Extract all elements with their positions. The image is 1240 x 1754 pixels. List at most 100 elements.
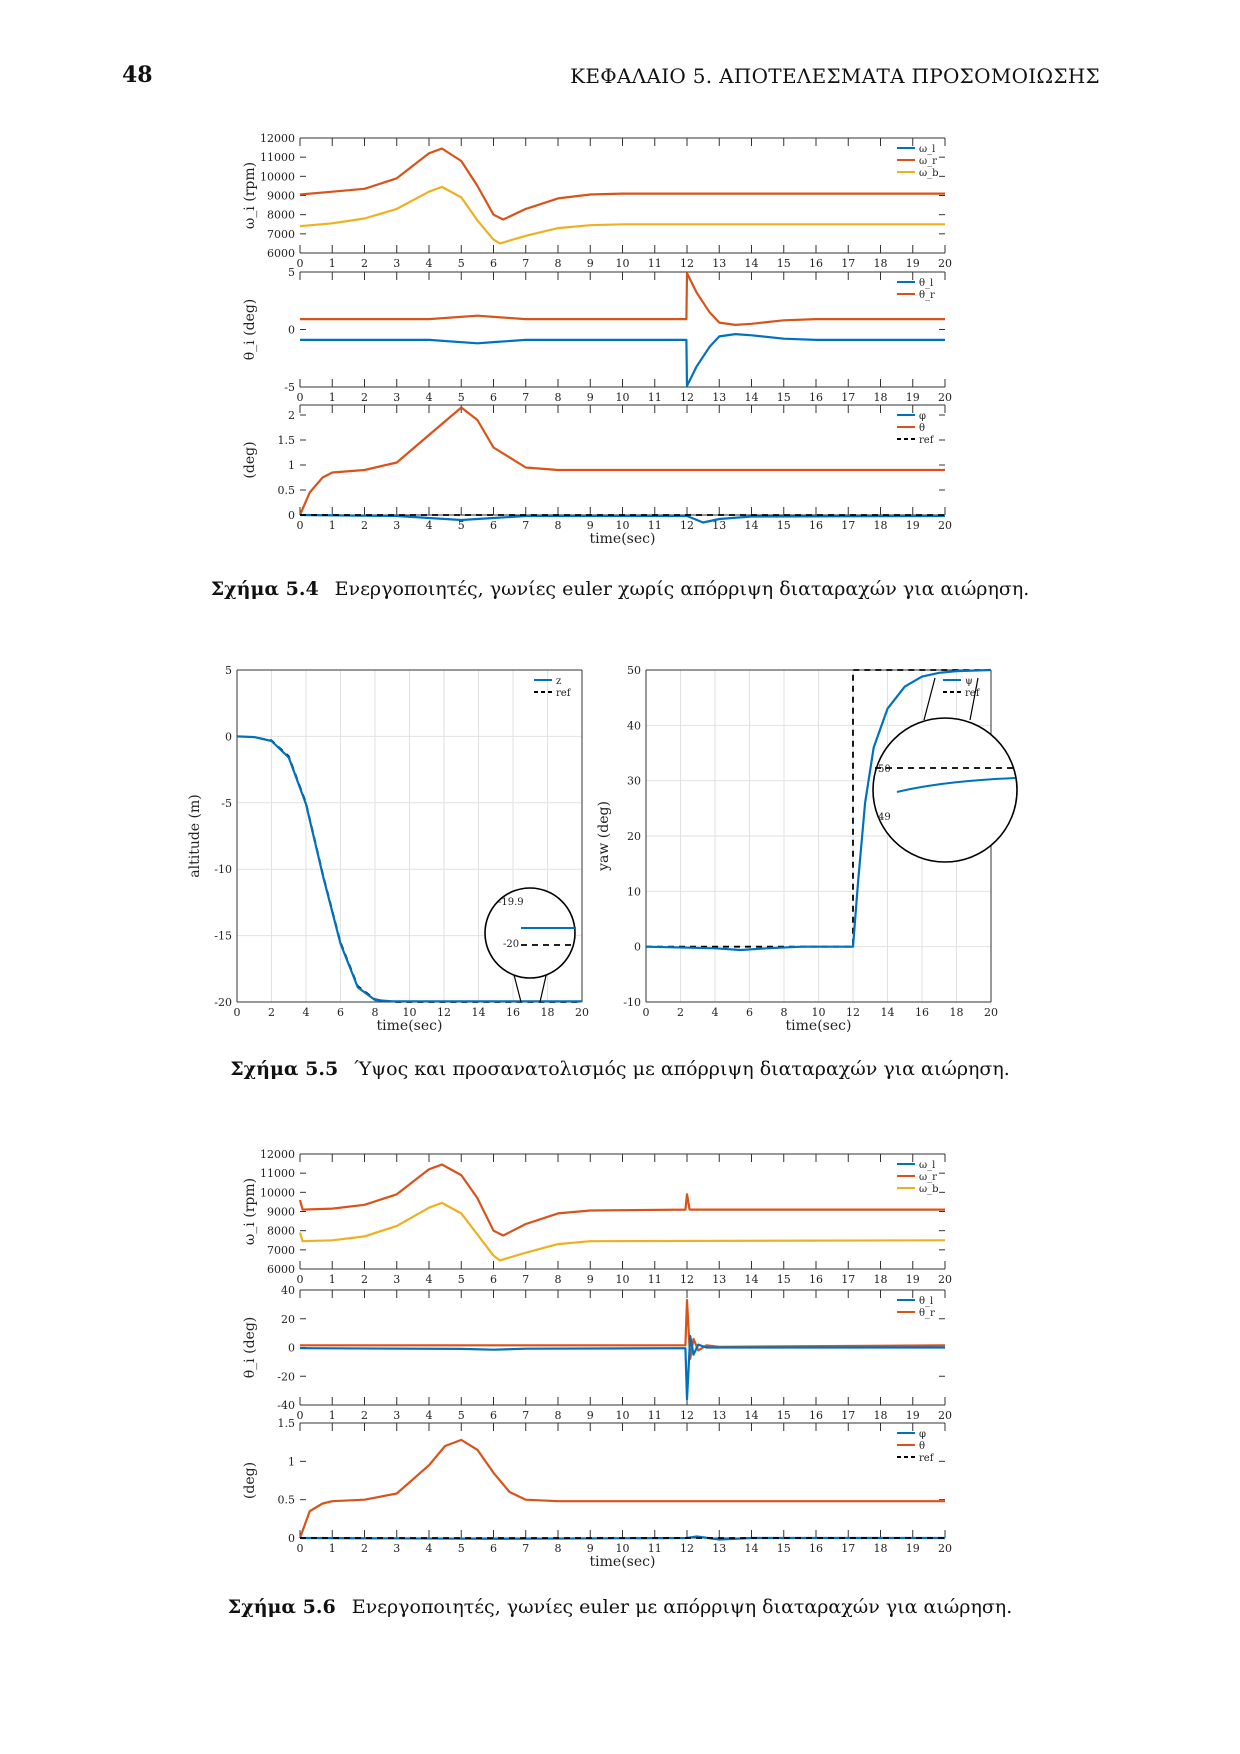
inset-connector bbox=[923, 677, 936, 721]
x-tick-label: 10 bbox=[616, 391, 630, 404]
x-tick-label: 0 bbox=[297, 1542, 304, 1555]
x-tick-label: 2 bbox=[268, 1006, 275, 1019]
y-tick-label: -10 bbox=[214, 863, 232, 876]
x-tick-label: 18 bbox=[950, 1006, 964, 1019]
x-tick-label: 16 bbox=[506, 1006, 520, 1019]
x-tick-label: 5 bbox=[458, 1542, 465, 1555]
x-tick-label: 11 bbox=[648, 1409, 662, 1422]
x-tick-label: 2 bbox=[361, 1542, 368, 1555]
legend-label: ω_r bbox=[919, 156, 937, 167]
legend-label: ref bbox=[556, 688, 572, 699]
chart-fig55a: 0 2 4 6 8 10 12 14 16 18 20 -20 -15 -10 -5 0 5 time(sec) a… bbox=[187, 664, 589, 1034]
x-tick-label: 20 bbox=[938, 1542, 952, 1555]
x-tick-label: 12 bbox=[437, 1006, 451, 1019]
x-tick-label: 20 bbox=[575, 1006, 589, 1019]
x-tick-label: 10 bbox=[403, 1006, 417, 1019]
y-tick-label: -5 bbox=[221, 797, 232, 810]
x-tick-label: 1 bbox=[329, 519, 336, 532]
x-tick-label: 12 bbox=[680, 1273, 694, 1286]
x-tick-label: 9 bbox=[587, 1409, 594, 1422]
x-tick-label: 3 bbox=[393, 257, 400, 270]
caption-fig-5-4: Σχήμα 5.4 Ενεργοποιητές, γωνίες euler χωρ… bbox=[0, 578, 1240, 600]
x-tick-label: 2 bbox=[361, 257, 368, 270]
y-axis-label: (deg) bbox=[242, 1462, 258, 1499]
x-tick-label: 17 bbox=[841, 257, 855, 270]
series-line-yellow bbox=[299, 185, 945, 245]
legend-label: ω_b bbox=[919, 168, 939, 179]
legend-label: θ_r bbox=[919, 290, 935, 301]
series-line-orange bbox=[300, 272, 945, 326]
x-tick-label: 7 bbox=[522, 1273, 529, 1286]
x-tick-label: 14 bbox=[745, 257, 759, 270]
x-tick-label: 11 bbox=[648, 519, 662, 532]
y-tick-label: 40 bbox=[627, 719, 641, 732]
x-tick-label: 12 bbox=[680, 1542, 694, 1555]
x-tick-label: 4 bbox=[426, 1409, 433, 1422]
x-tick-label: 4 bbox=[426, 391, 433, 404]
running-head: ΚΕΦΑΛΑΙΟ 5. ΑΠΟΤΕΛΕΣΜΑΤΑ ΠΡΟΣΟΜΟΙΩΣΗΣ bbox=[570, 64, 1100, 88]
x-tick-label: 2 bbox=[361, 391, 368, 404]
x-tick-label: 0 bbox=[643, 1006, 650, 1019]
y-tick-label: 9000 bbox=[267, 1206, 295, 1219]
x-tick-label: 4 bbox=[426, 1542, 433, 1555]
x-tick-label: 17 bbox=[841, 1273, 855, 1286]
caption-text: Ενεργοποιητές, γωνίες euler χωρίς απόρρι… bbox=[334, 578, 1030, 600]
inset-tick-label: -19.9 bbox=[498, 897, 524, 908]
caption-label: Σχήμα 5.4 bbox=[210, 578, 319, 600]
x-tick-label: 1 bbox=[329, 1273, 336, 1286]
y-tick-label: 6000 bbox=[267, 1263, 295, 1276]
x-tick-label: 18 bbox=[541, 1006, 555, 1019]
series-line-blue bbox=[300, 333, 945, 387]
y-tick-label: 20 bbox=[281, 1313, 295, 1326]
x-tick-label: 8 bbox=[555, 1409, 562, 1422]
x-axis-label: time(sec) bbox=[590, 1554, 656, 1570]
x-tick-label: 14 bbox=[745, 1273, 759, 1286]
x-tick-label: 18 bbox=[874, 1409, 888, 1422]
x-tick-label: 14 bbox=[745, 1409, 759, 1422]
x-tick-label: 2 bbox=[361, 1409, 368, 1422]
series-line-orange bbox=[298, 1163, 945, 1237]
x-tick-label: 17 bbox=[841, 1542, 855, 1555]
x-tick-label: 18 bbox=[874, 1542, 888, 1555]
y-tick-label: 10 bbox=[627, 885, 641, 898]
x-tick-label: 10 bbox=[812, 1006, 826, 1019]
x-axis-label: time(sec) bbox=[590, 531, 656, 547]
x-tick-label: 8 bbox=[781, 1006, 788, 1019]
y-tick-label: -20 bbox=[214, 996, 232, 1009]
x-tick-label: 13 bbox=[712, 1273, 726, 1286]
y-tick-label: -10 bbox=[623, 996, 641, 1009]
x-tick-label: 4 bbox=[426, 257, 433, 270]
series-line-blue bbox=[236, 735, 582, 1003]
x-tick-label: 1 bbox=[329, 1409, 336, 1422]
x-tick-label: 7 bbox=[522, 257, 529, 270]
y-axis-label: ω_i (rpm) bbox=[242, 1178, 258, 1245]
x-tick-label: 11 bbox=[648, 1273, 662, 1286]
x-tick-label: 0 bbox=[297, 1273, 304, 1286]
legend-label: φ bbox=[919, 1429, 926, 1440]
series-line-orange bbox=[298, 1438, 945, 1539]
legend-label: ref bbox=[919, 435, 935, 446]
x-tick-label: 15 bbox=[777, 1542, 791, 1555]
chart-fig56b: 0 1 2 3 4 5 6 7 8 9 10 11 12 13 14 15 16 17 18 19 20-40-2002… bbox=[242, 1284, 952, 1422]
x-tick-label: 10 bbox=[616, 519, 630, 532]
y-tick-label: 10000 bbox=[260, 170, 295, 183]
x-tick-label: 6 bbox=[337, 1006, 344, 1019]
x-tick-label: 15 bbox=[777, 1409, 791, 1422]
x-tick-label: 12 bbox=[680, 257, 694, 270]
x-tick-label: 3 bbox=[393, 1409, 400, 1422]
x-tick-label: 6 bbox=[490, 1273, 497, 1286]
legend-label: ω_l bbox=[919, 1160, 935, 1171]
y-tick-label: 50 bbox=[627, 664, 641, 677]
y-tick-label: 0 bbox=[288, 1342, 295, 1355]
x-tick-label: 15 bbox=[777, 391, 791, 404]
x-tick-label: 14 bbox=[745, 1542, 759, 1555]
x-tick-label: 8 bbox=[555, 519, 562, 532]
y-tick-label: 12000 bbox=[260, 132, 295, 145]
x-tick-label: 3 bbox=[393, 391, 400, 404]
x-tick-label: 14 bbox=[472, 1006, 486, 1019]
x-tick-label: 16 bbox=[809, 257, 823, 270]
legend-label: θ_l bbox=[919, 278, 933, 289]
x-tick-label: 15 bbox=[777, 519, 791, 532]
y-tick-label: 7000 bbox=[267, 1244, 295, 1257]
legend-label: φ bbox=[919, 411, 926, 422]
